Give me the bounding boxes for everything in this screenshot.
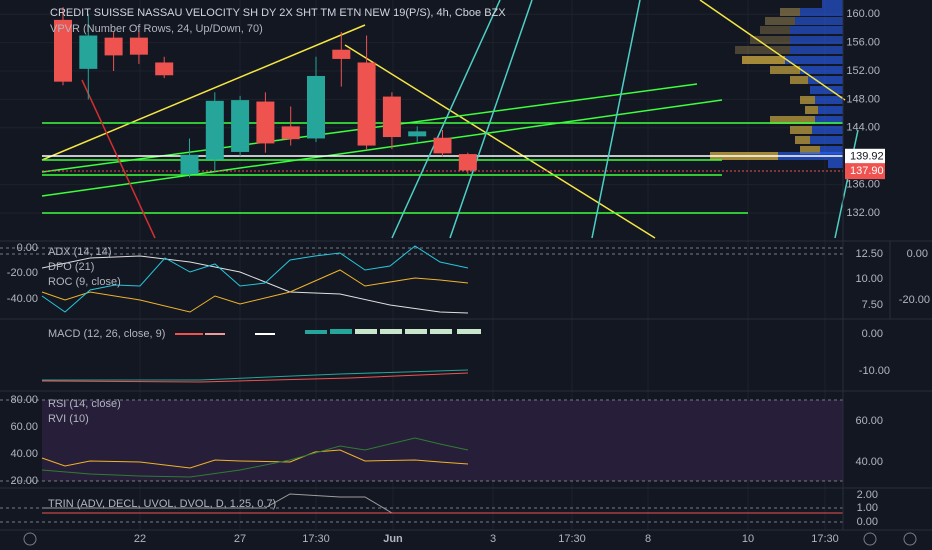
price-tick-label: 132.00 bbox=[846, 207, 880, 219]
time-label: 3 bbox=[490, 533, 496, 545]
pane-label: RSI (14, close) bbox=[48, 398, 121, 410]
axis-label: 60.00 bbox=[855, 415, 883, 427]
title: CREDIT SUISSE NASSAU VELOCITY SH DY 2X S… bbox=[50, 7, 506, 19]
price-tick-label: 152.00 bbox=[846, 65, 880, 77]
candle-body bbox=[307, 75, 325, 139]
candle-body bbox=[332, 49, 351, 59]
volume-profile bbox=[710, 0, 843, 168]
price-tick-label: 148.00 bbox=[846, 93, 880, 105]
price-tag-label: 137.90 bbox=[850, 165, 884, 177]
axis-label: -10.00 bbox=[859, 365, 890, 377]
candle-body bbox=[104, 37, 123, 56]
time-label: 17:30 bbox=[558, 533, 586, 545]
candle-body bbox=[54, 19, 72, 82]
icon[interactable] bbox=[23, 532, 37, 546]
candle-body bbox=[256, 101, 275, 144]
candle-body bbox=[433, 137, 452, 154]
candle-body bbox=[79, 35, 98, 69]
time-label: 8 bbox=[645, 533, 651, 545]
candle-body bbox=[231, 100, 250, 152]
axis-label: 0.00 bbox=[862, 328, 883, 340]
indicator-label: VPVR (Number Of Rows, 24, Up/Down, 70) bbox=[50, 23, 263, 35]
time-label: 17:30 bbox=[302, 533, 330, 545]
pane-label: TRIN (ADV, DECL, UVOL, DVOL, D, 1.25, 0.… bbox=[48, 498, 276, 510]
axis-label: 80.00 bbox=[10, 394, 38, 406]
time-label: 22 bbox=[134, 533, 146, 545]
indicator-lines bbox=[41, 245, 843, 514]
price-tick-label: 136.00 bbox=[846, 179, 880, 191]
axis-label: 10.00 bbox=[855, 273, 883, 285]
price-tick-label: 144.00 bbox=[846, 122, 880, 134]
separators bbox=[0, 0, 932, 531]
pane-label: ADX (14, 14) bbox=[48, 246, 112, 258]
axis-label: -20.00 bbox=[899, 294, 930, 306]
rsi-band bbox=[42, 400, 843, 481]
axis-label: 40.00 bbox=[855, 456, 883, 468]
axis-label: 7.50 bbox=[862, 299, 883, 311]
candle-body bbox=[408, 131, 427, 137]
price-tick-label: 160.00 bbox=[846, 8, 880, 20]
candle-body bbox=[180, 154, 199, 174]
time-label: 10 bbox=[742, 533, 754, 545]
pane-label: ROC (9, close) bbox=[48, 276, 121, 288]
time-label: 27 bbox=[234, 533, 246, 545]
price-tag bbox=[845, 148, 885, 165]
price-tag bbox=[845, 163, 885, 180]
price-tick-label: 156.00 bbox=[846, 37, 880, 49]
candle-body bbox=[155, 62, 174, 76]
candle-body bbox=[382, 96, 401, 138]
time-axis: 22 27 17:30 Jun 3 17:30 8 10 17:30 bbox=[134, 533, 839, 545]
icon[interactable] bbox=[863, 532, 877, 546]
axis-label: -20.00 bbox=[7, 267, 38, 279]
drawings bbox=[41, 0, 859, 239]
time-label: Jun bbox=[383, 533, 403, 545]
axis-label: 40.00 bbox=[10, 448, 38, 460]
axis-label: -40.00 bbox=[7, 293, 38, 305]
axis-label: 0.00 bbox=[907, 248, 928, 260]
time-label: 17:30 bbox=[811, 533, 839, 545]
axis-label: 20.00 bbox=[10, 475, 38, 487]
candle-body bbox=[357, 62, 376, 146]
candle-body bbox=[281, 126, 300, 140]
axis-label: 60.00 bbox=[10, 421, 38, 433]
axis-label: 0.00 bbox=[17, 242, 38, 254]
pane-label: RVI (10) bbox=[48, 413, 89, 425]
axis-label: 2.00 bbox=[857, 489, 878, 501]
candle-body bbox=[129, 37, 148, 55]
axis-label: 1.00 bbox=[857, 502, 878, 514]
candle-body bbox=[458, 154, 477, 171]
pane-label: DPO (21) bbox=[48, 261, 94, 273]
axis-label: 0.00 bbox=[857, 516, 878, 528]
axis-label: 12.50 bbox=[855, 248, 883, 260]
macd-histogram bbox=[175, 329, 481, 335]
icon[interactable] bbox=[903, 532, 917, 546]
price-tag-label: 139.92 bbox=[850, 151, 884, 163]
candle-body bbox=[205, 100, 224, 160]
pane-label: MACD (12, 26, close, 9) bbox=[48, 328, 165, 340]
